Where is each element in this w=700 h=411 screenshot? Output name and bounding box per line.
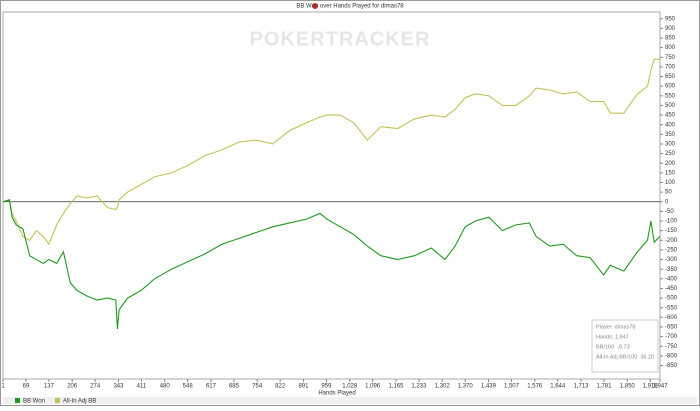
y-tick-label: 300: [665, 142, 676, 148]
y-tick-label: -250: [665, 248, 678, 254]
x-tick-label: 1,918: [643, 384, 659, 390]
x-tick-label: 1,947: [652, 384, 668, 390]
y-tick-label: 900: [665, 26, 676, 32]
y-tick-label: 550: [665, 93, 676, 99]
y-tick-label: -800: [665, 353, 678, 359]
x-tick-label: 822: [275, 384, 286, 390]
x-tick-label: 1,165: [388, 384, 404, 390]
x-tick-label: 617: [206, 384, 217, 390]
y-tick-label: -650: [665, 325, 678, 331]
x-tick-label: 754: [252, 384, 263, 390]
x-tick-label: 1,781: [596, 384, 612, 390]
y-tick-label: 950: [665, 16, 676, 22]
x-tick-label: 137: [44, 384, 55, 390]
x-tick-label: 69: [23, 384, 30, 390]
info-line: Player: dimas78: [596, 324, 635, 330]
y-tick-label: 750: [665, 55, 676, 61]
x-tick-label: 891: [298, 384, 309, 390]
series-line: [2, 199, 661, 329]
info-line: All-In Adj BB/100: 36.20: [596, 354, 654, 360]
x-tick-label: 1,576: [527, 384, 543, 390]
info-line: BB/100: -9.73: [596, 344, 630, 350]
info-box: [591, 319, 659, 373]
y-tick-label: -150: [665, 228, 678, 234]
y-tick-label: 100: [665, 180, 676, 186]
y-tick-label: 450: [665, 113, 676, 119]
x-tick-label: 548: [183, 384, 194, 390]
x-tick-label: 206: [67, 384, 78, 390]
y-tick-label: -700: [665, 334, 678, 340]
x-tick-label: 1,028: [342, 384, 358, 390]
y-tick-label: 600: [665, 84, 676, 90]
x-tick-label: 1,096: [365, 384, 381, 390]
x-tick-label: 411: [137, 384, 147, 390]
x-tick-label: 1,507: [504, 384, 520, 390]
watermark: POKERTRACKER: [250, 28, 431, 50]
x-tick-label: 1,850: [620, 384, 636, 390]
plot-area: [2, 11, 661, 380]
y-tick-label: 700: [665, 64, 676, 70]
y-tick-label: 200: [665, 161, 676, 167]
chart-title: BB Won over Hands Played for dimas78: [296, 4, 404, 10]
x-tick-label: 1,302: [435, 384, 451, 390]
y-tick-label: 400: [665, 122, 676, 128]
y-tick-label: -850: [665, 363, 678, 369]
y-tick-label: -550: [665, 305, 678, 311]
y-tick-label: -300: [665, 257, 678, 263]
info-line: Hands: 1,947: [596, 334, 629, 340]
legend-swatch: [54, 398, 60, 403]
x-tick-label: 274: [90, 384, 101, 390]
legend-bar: [3, 397, 697, 404]
x-tick-label: 1,370: [458, 384, 474, 390]
y-tick-label: 150: [665, 170, 676, 176]
x-tick-label: 480: [160, 384, 171, 390]
y-tick-label: 850: [665, 36, 676, 42]
y-tick-label: 500: [665, 103, 676, 109]
x-axis-label: Hands Played: [318, 391, 355, 397]
legend-label: All-In Adj BB: [63, 399, 96, 405]
player-icon: [312, 3, 318, 9]
x-tick-label: 1,439: [481, 384, 497, 390]
x-tick-label: 959: [321, 384, 332, 390]
y-tick-label: -750: [665, 344, 678, 350]
x-tick-label: 1,644: [550, 384, 566, 390]
x-tick-label: 1: [1, 384, 5, 390]
y-tick-label: -50: [665, 209, 674, 215]
y-tick-label: 650: [665, 74, 676, 80]
y-tick-label: -100: [665, 219, 678, 225]
x-tick-label: 1,713: [573, 384, 589, 390]
y-tick-label: 0: [665, 199, 669, 205]
y-tick-label: -200: [665, 238, 678, 244]
y-tick-label: -350: [665, 267, 678, 273]
x-tick-label: 1,233: [411, 384, 427, 390]
y-tick-label: 250: [665, 151, 676, 157]
x-tick-label: 685: [229, 384, 240, 390]
legend-label: BB Won: [23, 399, 45, 405]
y-tick-label: -600: [665, 315, 678, 321]
y-tick-label: 50: [665, 190, 672, 196]
legend-swatch: [15, 398, 20, 403]
series-line: [2, 58, 660, 246]
x-tick-label: 343: [113, 384, 124, 390]
y-tick-label: -400: [665, 276, 678, 282]
y-tick-label: 800: [665, 45, 676, 51]
y-tick-label: -450: [665, 286, 678, 292]
y-tick-label: -500: [665, 296, 678, 302]
y-tick-label: 350: [665, 132, 676, 138]
